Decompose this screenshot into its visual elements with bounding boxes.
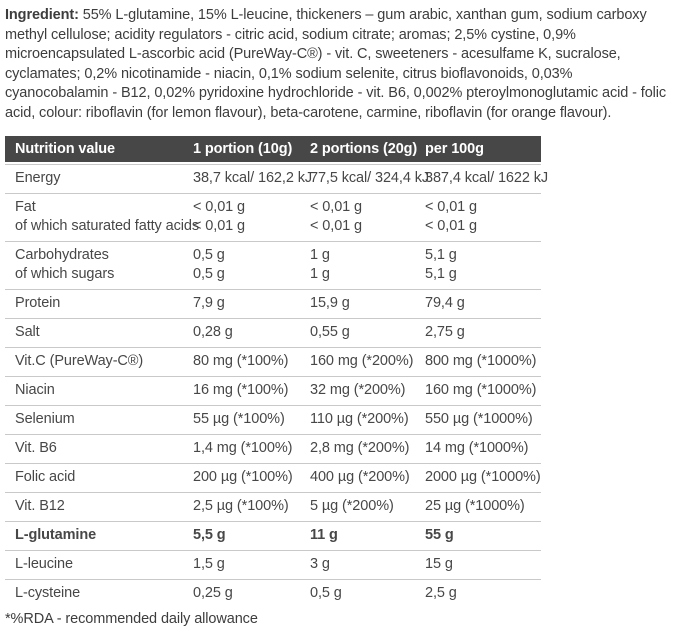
row-value: 0,28 g bbox=[193, 324, 233, 340]
nutrition-table: Nutrition value 1 portion (10g) 2 portio… bbox=[5, 136, 549, 608]
row-value: 110 µg (*200%) bbox=[310, 411, 409, 427]
row-subvalue: < 0,01 g bbox=[310, 218, 363, 234]
row-value: 32 mg (*200%) bbox=[310, 382, 406, 398]
row-value: 5 µg (*200%) bbox=[310, 498, 394, 514]
table-row-fat: Fat of which saturated fatty acids < 0,0… bbox=[5, 194, 541, 242]
row-value: 11 g bbox=[310, 527, 338, 543]
row-label: Folic acid bbox=[15, 469, 76, 485]
row-value: 14 mg (*1000%) bbox=[425, 440, 529, 456]
row-value: 550 µg (*1000%) bbox=[425, 411, 533, 427]
row-value: 1 g bbox=[310, 247, 330, 263]
row-value: 15,9 g bbox=[310, 295, 350, 311]
row-value-group: < 0,01 g < 0,01 g bbox=[425, 198, 541, 236]
ingredient-paragraph: Ingredient: 55% L-glutamine, 15% L-leuci… bbox=[5, 6, 669, 123]
row-value: 0,5 g bbox=[193, 247, 225, 263]
row-value: 77,5 kcal/ 324,4 kJ bbox=[310, 170, 430, 186]
table-row-vit-b12: Vit. B12 2,5 µg (*100%) 5 µg (*200%) 25 … bbox=[5, 493, 541, 522]
row-subvalue: < 0,01 g bbox=[193, 218, 246, 234]
table-row-niacin: Niacin 16 mg (*100%) 32 mg (*200%) 160 m… bbox=[5, 377, 541, 406]
header-1-portion: 1 portion (10g) bbox=[193, 141, 293, 157]
row-value: 0,5 g bbox=[310, 585, 342, 601]
row-value: 5,1 g bbox=[425, 247, 457, 263]
row-value: 16 mg (*100%) bbox=[193, 382, 289, 398]
row-value: < 0,01 g bbox=[310, 199, 363, 215]
row-value: 400 µg (*200%) bbox=[310, 469, 410, 485]
row-value: 2,5 g bbox=[425, 585, 457, 601]
row-value-group: < 0,01 g < 0,01 g bbox=[310, 198, 425, 236]
row-label: Niacin bbox=[15, 382, 55, 398]
row-label: L-cysteine bbox=[15, 585, 81, 601]
row-value: 55 g bbox=[425, 527, 454, 543]
row-value: 2,8 mg (*200%) bbox=[310, 440, 410, 456]
row-value: 160 mg (*200%) bbox=[310, 353, 414, 369]
row-value: 79,4 g bbox=[425, 295, 465, 311]
row-value: 2,5 µg (*100%) bbox=[193, 498, 289, 514]
table-row-carbohydrates: Carbohydrates of which sugars 0,5 g 0,5 … bbox=[5, 242, 541, 290]
table-row-l-glutamine: L-glutamine 5,5 g 11 g 55 g bbox=[5, 522, 541, 551]
row-label: Vit. B12 bbox=[15, 498, 65, 514]
row-value: 0,25 g bbox=[193, 585, 233, 601]
row-value: 1,4 mg (*100%) bbox=[193, 440, 293, 456]
ingredient-text: 55% L-glutamine, 15% L-leucine, thickene… bbox=[5, 7, 667, 121]
rda-footnote: *%RDA - recommended daily allowance bbox=[5, 611, 258, 627]
row-value: 387,4 kcal/ 1622 kJ bbox=[425, 170, 549, 186]
row-value: 3 g bbox=[310, 556, 330, 572]
row-value: 38,7 kcal/ 162,2 kJ bbox=[193, 170, 313, 186]
row-value: 200 µg (*100%) bbox=[193, 469, 293, 485]
row-label: Vit. B6 bbox=[15, 440, 57, 456]
row-subvalue: < 0,01 g bbox=[425, 218, 478, 234]
row-sublabel: of which sugars bbox=[15, 266, 115, 282]
row-label: Selenium bbox=[15, 411, 75, 427]
table-row-l-cysteine: L-cysteine 0,25 g 0,5 g 2,5 g bbox=[5, 580, 541, 608]
ingredient-label: Ingredient: bbox=[5, 7, 79, 23]
row-label: Protein bbox=[15, 295, 61, 311]
table-row-energy: Energy 38,7 kcal/ 162,2 kJ 77,5 kcal/ 32… bbox=[5, 165, 549, 194]
row-value: 80 mg (*100%) bbox=[193, 353, 289, 369]
row-value: 5,5 g bbox=[193, 527, 226, 543]
row-label: Vit.C (PureWay-C®) bbox=[15, 353, 144, 369]
row-sublabel: of which saturated fatty acids bbox=[15, 218, 199, 234]
row-value: 2000 µg (*1000%) bbox=[425, 469, 541, 485]
row-subvalue: 1 g bbox=[310, 266, 330, 282]
header-nutrition-value: Nutrition value bbox=[15, 141, 116, 157]
row-value: < 0,01 g bbox=[425, 199, 478, 215]
row-value-group: 1 g 1 g bbox=[310, 246, 425, 284]
row-value: 15 g bbox=[425, 556, 453, 572]
row-label: Salt bbox=[15, 324, 40, 340]
row-label: Carbohydrates bbox=[15, 247, 109, 263]
table-row-vit-c: Vit.C (PureWay-C®) 80 mg (*100%) 160 mg … bbox=[5, 348, 541, 377]
table-header-row: Nutrition value 1 portion (10g) 2 portio… bbox=[5, 136, 541, 162]
row-value: 800 mg (*1000%) bbox=[425, 353, 537, 369]
table-row-l-leucine: L-leucine 1,5 g 3 g 15 g bbox=[5, 551, 541, 580]
row-value: 0,55 g bbox=[310, 324, 350, 340]
row-label: Energy bbox=[15, 170, 61, 186]
table-row-salt: Salt 0,28 g 0,55 g 2,75 g bbox=[5, 319, 541, 348]
table-row-folic-acid: Folic acid 200 µg (*100%) 400 µg (*200%)… bbox=[5, 464, 541, 493]
row-value-group: < 0,01 g < 0,01 g bbox=[193, 198, 310, 236]
row-value: 1,5 g bbox=[193, 556, 225, 572]
row-value: < 0,01 g bbox=[193, 199, 246, 215]
header-2-portions: 2 portions (20g) bbox=[310, 141, 418, 157]
row-label: L-leucine bbox=[15, 556, 73, 572]
table-row-selenium: Selenium 55 µg (*100%) 110 µg (*200%) 55… bbox=[5, 406, 541, 435]
row-label: L-glutamine bbox=[15, 527, 97, 543]
table-row-protein: Protein 7,9 g 15,9 g 79,4 g bbox=[5, 290, 541, 319]
row-value: 25 µg (*1000%) bbox=[425, 498, 525, 514]
row-value: 160 mg (*1000%) bbox=[425, 382, 537, 398]
row-value-group: 0,5 g 0,5 g bbox=[193, 246, 310, 284]
row-value: 7,9 g bbox=[193, 295, 225, 311]
row-value: 2,75 g bbox=[425, 324, 465, 340]
table-row-vit-b6: Vit. B6 1,4 mg (*100%) 2,8 mg (*200%) 14… bbox=[5, 435, 541, 464]
row-value-group: 5,1 g 5,1 g bbox=[425, 246, 541, 284]
row-subvalue: 5,1 g bbox=[425, 266, 457, 282]
header-per-100g: per 100g bbox=[425, 141, 484, 157]
row-value: 55 µg (*100%) bbox=[193, 411, 285, 427]
row-label-group: Fat of which saturated fatty acids bbox=[5, 198, 199, 236]
row-subvalue: 0,5 g bbox=[193, 266, 225, 282]
row-label-group: Carbohydrates of which sugars bbox=[5, 246, 193, 284]
row-label: Fat bbox=[15, 199, 36, 215]
table-body: Energy 38,7 kcal/ 162,2 kJ 77,5 kcal/ 32… bbox=[5, 164, 549, 608]
